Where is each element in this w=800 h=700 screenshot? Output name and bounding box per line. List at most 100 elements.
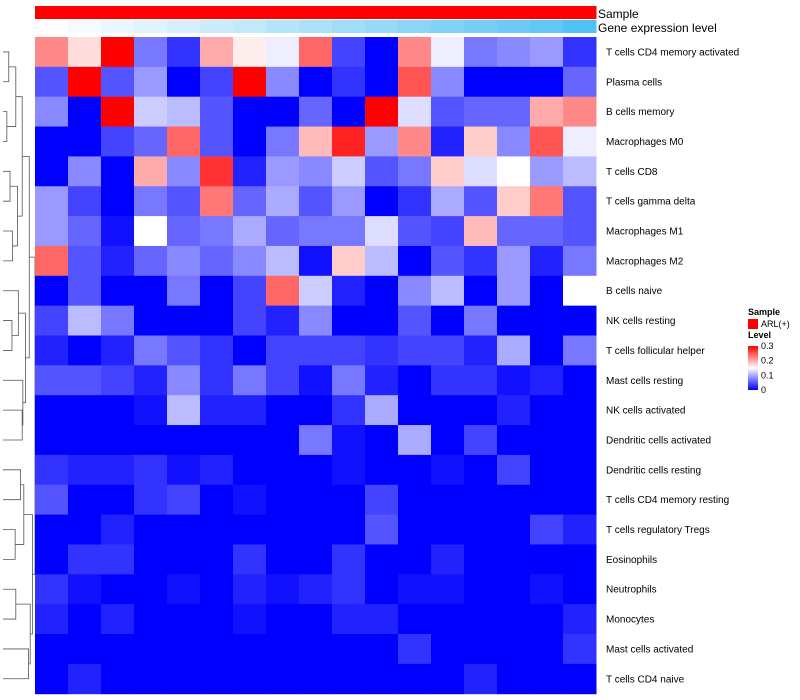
heatmap-cell: [563, 395, 597, 426]
heatmap-cell: [530, 66, 564, 98]
heatmap-cell: [134, 454, 168, 486]
heatmap-cell: [464, 37, 498, 68]
heatmap-cell: [233, 634, 267, 665]
heatmap-cell: [365, 156, 399, 187]
heatmap-cell: [530, 604, 564, 635]
heatmap-cell: [332, 245, 366, 277]
heatmap-cell: [365, 335, 399, 366]
heatmap-cell: [233, 96, 267, 128]
heatmap-cell: [299, 96, 333, 128]
expression-level-annotation-cell: [332, 20, 366, 33]
heatmap-cell: [365, 454, 399, 486]
heatmap-cell: [233, 484, 267, 516]
row-label: T cells gamma delta: [606, 197, 696, 208]
dendrogram-branch: [3, 469, 21, 501]
legend-level-tick: 0: [761, 385, 766, 395]
heatmap-cell: [497, 604, 531, 635]
heatmap-cell: [134, 305, 168, 336]
heatmap-cell: [299, 454, 333, 486]
heatmap-cell: [497, 66, 531, 98]
heatmap-cell: [365, 514, 399, 545]
heatmap-cell: [299, 275, 333, 307]
heatmap-cell: [365, 544, 399, 575]
heatmap-cell: [101, 275, 135, 307]
heatmap-cell: [563, 544, 597, 575]
heatmap-cell: [68, 395, 102, 426]
heatmap-cell: [35, 126, 69, 157]
row-label: NK cells resting: [606, 316, 675, 327]
heatmap-cell: [68, 335, 102, 366]
heatmap-cell: [497, 544, 531, 575]
row-labels: T cells CD4 memory activated Plasma cells…: [606, 47, 739, 685]
dendrogram-branch: [18, 312, 26, 404]
heatmap-cell: [530, 305, 564, 336]
expression-level-annotation-cell: [464, 20, 498, 33]
heatmap-cell: [233, 216, 267, 247]
heatmap-cell: [200, 484, 234, 516]
heatmap-cell: [530, 275, 564, 307]
heatmap-cell: [134, 126, 168, 157]
heatmap-cell: [35, 245, 69, 277]
heatmap-cell: [497, 335, 531, 366]
heatmap-cell: [134, 96, 168, 128]
sample-annotation-cell: [35, 6, 69, 19]
heatmap-cell: [497, 245, 531, 277]
heatmap-cell: [530, 96, 564, 128]
row-label: Plasma cells: [606, 77, 662, 88]
heatmap-cell: [431, 425, 465, 456]
expression-level-annotation-cell: [35, 20, 69, 33]
heatmap-cell: [233, 335, 267, 366]
heatmap-cell: [101, 245, 135, 277]
heatmap-cell: [266, 484, 300, 516]
heatmap-cell: [68, 305, 102, 336]
sample-annotation-cell: [464, 6, 498, 19]
heatmap-cell: [332, 216, 366, 247]
heatmap-cell: [497, 454, 531, 486]
heatmap-cell: [398, 514, 432, 545]
heatmap-cell: [68, 574, 102, 605]
heatmap-cell: [200, 544, 234, 575]
sample-annotation-cell: [68, 6, 102, 19]
heatmap-cell: [332, 484, 366, 516]
heatmap-cell: [266, 305, 300, 336]
sample-annotation-cell: [332, 6, 366, 19]
heatmap-cell: [167, 156, 201, 187]
heatmap-cell: [530, 365, 564, 396]
heatmap-cell: [233, 37, 267, 68]
heatmap-cell: [233, 275, 267, 307]
heatmap-cell: [530, 245, 564, 277]
heatmap-cell: [167, 544, 201, 575]
heatmap-cell: [398, 156, 432, 187]
heatmap-cell: [398, 186, 432, 217]
heatmap-cell: [332, 544, 366, 575]
heatmap-cell: [530, 663, 564, 695]
heatmap-cell: [167, 663, 201, 695]
heatmap-cell: [563, 514, 597, 545]
heatmap-cell: [398, 574, 432, 605]
row-label: Macrophages M2: [606, 256, 684, 267]
heatmap-cell: [200, 305, 234, 336]
heatmap-cell: [167, 305, 201, 336]
heatmap-cell: [68, 216, 102, 247]
heatmap-cell: [35, 454, 69, 486]
row-label: Neutrophils: [606, 585, 657, 596]
heatmap-cell: [431, 634, 465, 665]
expression-level-annotation-cell: [398, 20, 432, 33]
heatmap-cell: [101, 37, 135, 68]
heatmap-cell: [365, 186, 399, 217]
heatmap-cell: [101, 484, 135, 516]
heatmap-cell: [332, 454, 366, 486]
heatmap-cell: [68, 604, 102, 635]
heatmap-cell: [167, 365, 201, 396]
legend-level-title: Level: [748, 330, 771, 340]
heatmap-cell: [431, 275, 465, 307]
heatmap-cell: [464, 634, 498, 665]
sample-annotation-cell: [266, 6, 300, 19]
heatmap-cell: [497, 126, 531, 157]
row-label: T cells CD4 memory resting: [606, 495, 729, 506]
expression-level-annotation-cell: [266, 20, 300, 33]
heatmap-cell: [266, 245, 300, 277]
heatmap-cell: [101, 126, 135, 157]
legend-sample-entry: ARL(+): [761, 319, 790, 329]
heatmap-cell: [563, 335, 597, 366]
